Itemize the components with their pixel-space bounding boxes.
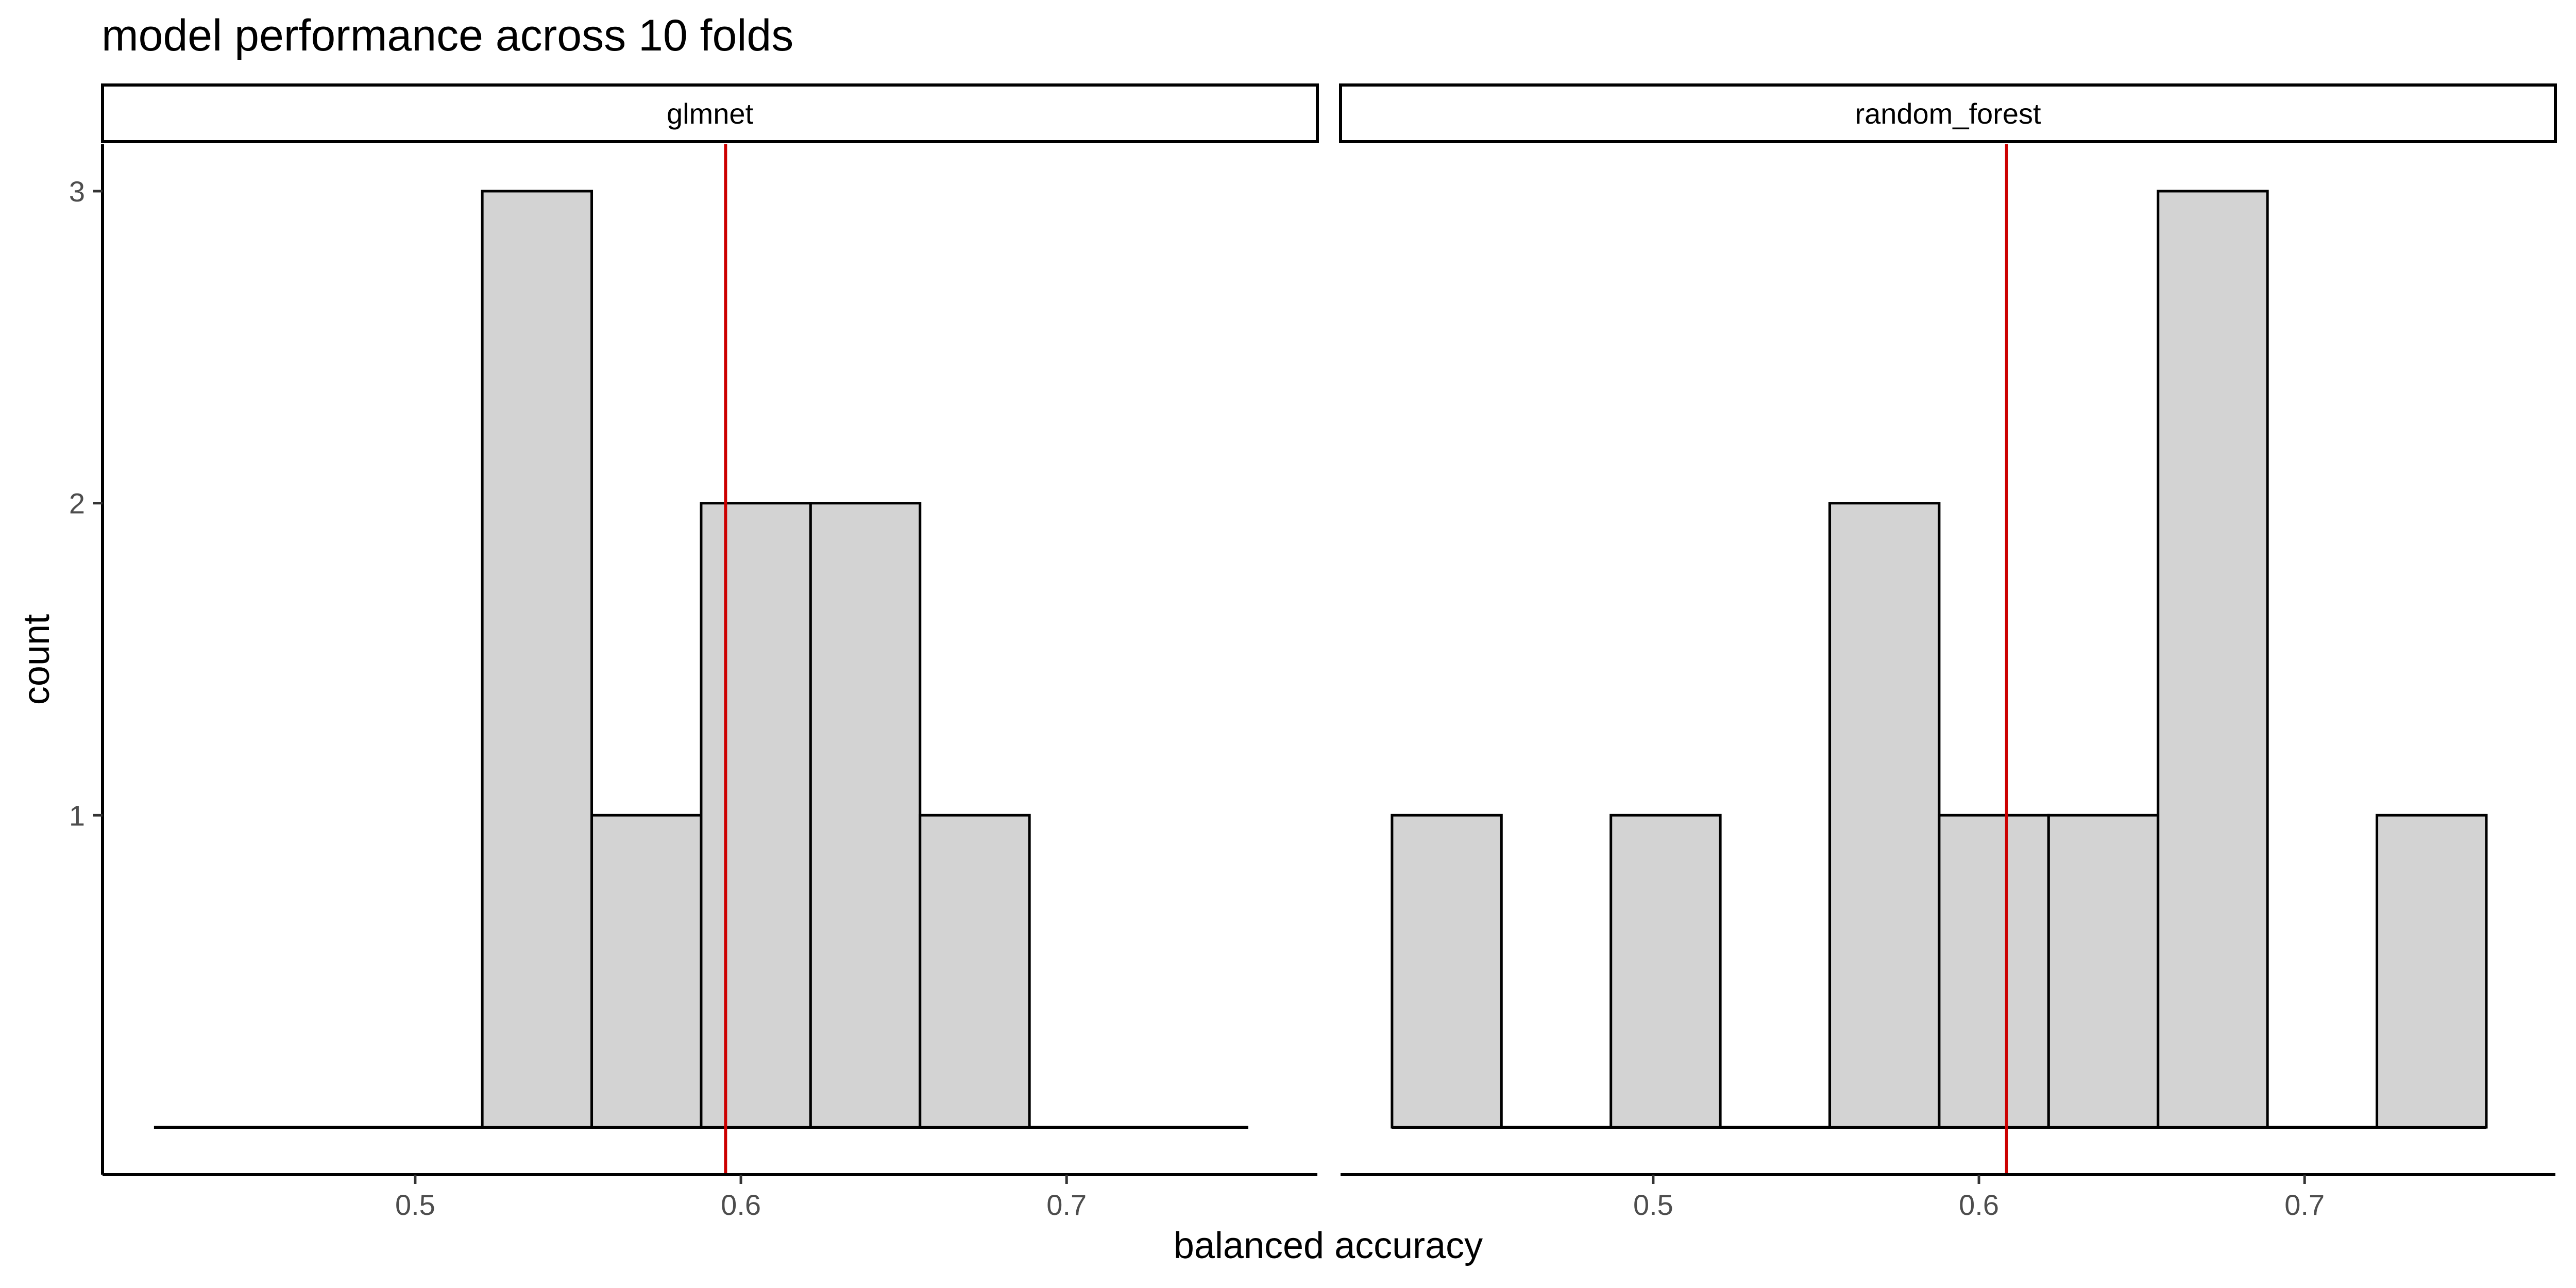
histogram-bar <box>919 814 1031 1129</box>
x-tick-label: 0.6 <box>721 1189 761 1221</box>
y-tick-label: 3 <box>69 175 85 208</box>
histogram-bar <box>2376 814 2488 1129</box>
y-tick-label: 2 <box>69 487 85 520</box>
x-tick-label: 0.7 <box>1046 1189 1087 1221</box>
facet-panel-random_forest: random_forest 0.5 0.6 0.7 <box>1339 83 2557 1221</box>
facet-strip <box>101 83 1319 143</box>
histogram-bar <box>809 502 922 1129</box>
y-axis-title: count <box>16 614 57 705</box>
facet-strip-label: glmnet <box>667 97 754 130</box>
x-tick-label: 0.6 <box>1959 1189 1999 1221</box>
histogram-bar <box>1938 814 2050 1129</box>
facet-strip <box>1339 83 2557 143</box>
histogram-bar <box>700 502 812 1129</box>
x-axis-title: balanced accuracy <box>1174 1225 1483 1266</box>
chart-title: model performance across 10 folds <box>101 11 793 60</box>
facet-panels: glmnet 0.5 0.6 0.7 1 2 3 random_forest 0.5 0.6 0.7 <box>69 83 2557 1221</box>
histogram-bar <box>1391 814 1503 1129</box>
x-tick-label: 0.7 <box>2284 1189 2325 1221</box>
histogram-bar <box>590 814 703 1129</box>
facet-panel-glmnet: glmnet 0.5 0.6 0.7 1 2 3 <box>69 83 1319 1221</box>
histogram-bar <box>2157 190 2269 1129</box>
y-tick-label: 1 <box>69 799 85 832</box>
x-tick-label: 0.5 <box>395 1189 435 1221</box>
histogram-bar <box>1828 502 1941 1129</box>
histogram-bar <box>2047 814 2160 1129</box>
x-tick-label: 0.5 <box>1633 1189 1673 1221</box>
histogram-bar <box>1609 814 1722 1129</box>
facet-strip-label: random_forest <box>1855 97 2041 130</box>
histogram-bar <box>481 190 594 1129</box>
